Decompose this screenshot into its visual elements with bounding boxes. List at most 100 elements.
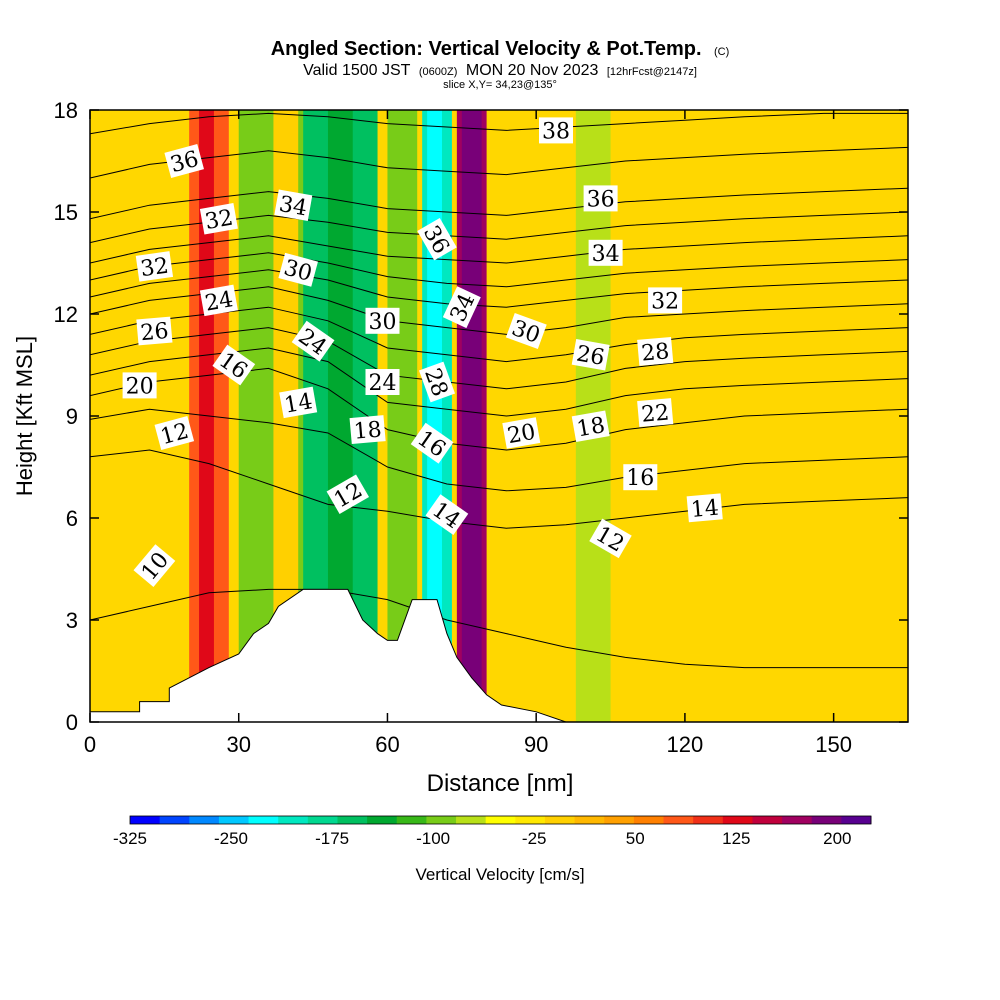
colorbar-swatch [456, 816, 487, 824]
x-tick-label: 120 [667, 732, 704, 757]
contour-label-27: 18 [571, 410, 610, 442]
contour-label-text: 34 [277, 192, 309, 221]
colorbar-swatch [130, 816, 161, 824]
colorbar-swatch [544, 816, 576, 824]
x-tick-label: 150 [815, 732, 852, 757]
contour-label-text: 34 [592, 242, 620, 267]
contour-label-1: 32 [199, 203, 238, 235]
contour-label-3: 24 [199, 284, 238, 317]
colorbar-swatch [307, 816, 338, 824]
velocity-band-5-0 [461, 110, 482, 722]
contour-label-28: 32 [648, 287, 683, 314]
y-tick-label: 15 [54, 200, 78, 225]
velocity-band-4-0 [427, 110, 442, 722]
contour-label-text: 28 [640, 339, 670, 366]
contour-label-22: 20 [502, 417, 541, 449]
contour-label-33: 14 [686, 493, 723, 523]
colorbar-swatch [752, 816, 783, 824]
contour-label-8: 34 [274, 189, 313, 221]
contour-label-text: 14 [690, 496, 720, 523]
contour-label-30: 22 [637, 398, 674, 428]
contour-label-text: 20 [126, 374, 154, 399]
theta-contour-28 [90, 252, 908, 288]
theta-contour-18 [90, 347, 908, 417]
contour-label-26: 26 [571, 339, 610, 371]
theta-contour-36 [90, 146, 908, 179]
colorbar-tick-label: -100 [416, 829, 450, 848]
theta-contour-12 [90, 449, 908, 529]
contour-label-14: 24 [365, 369, 400, 396]
plot-area: 3632322426162012343024141230241836342816… [90, 110, 908, 722]
contour-label-text: 26 [139, 319, 169, 346]
theta-contours [90, 112, 908, 669]
contour-label-31: 16 [623, 464, 658, 491]
y-tick-label: 6 [66, 506, 78, 531]
contour-label-text: 24 [369, 371, 397, 396]
theta-contour-16 [90, 367, 908, 451]
terrain [90, 588, 908, 722]
x-tick-label: 60 [375, 732, 399, 757]
chart-title: Angled Section: Vertical Velocity & Pot.… [271, 38, 730, 60]
contour-label-15: 18 [349, 415, 386, 445]
colorbar-label: Vertical Velocity [cm/s] [415, 865, 584, 884]
colorbar-swatch [574, 816, 605, 824]
colorbar-swatch [841, 816, 872, 824]
colorbar-tick-label: -250 [214, 829, 248, 848]
x-tick-label: 0 [84, 732, 96, 757]
contour-label-7: 12 [154, 416, 195, 450]
contour-label-text: 18 [575, 413, 607, 442]
colorbar-swatch [189, 816, 220, 824]
contour-label-11: 14 [279, 386, 318, 419]
colorbar-swatch [693, 816, 724, 824]
colorbar-swatch [218, 816, 250, 824]
contour-label-text: 20 [506, 420, 538, 449]
colorbar-swatch [604, 816, 635, 824]
x-tick-label: 30 [226, 732, 250, 757]
contour-label-text: 30 [369, 310, 397, 335]
y-tick-label: 3 [66, 608, 78, 633]
colorbar-swatch [515, 816, 546, 824]
colorbar-swatch [633, 816, 665, 824]
colorbar-tick-label: 50 [626, 829, 645, 848]
y-tick-label: 12 [54, 302, 78, 327]
colorbar-swatch [485, 816, 516, 824]
contour-label-text: 36 [587, 187, 615, 212]
theta-contour-20 [90, 327, 908, 390]
contour-label-23: 38 [539, 117, 573, 144]
contour-label-13: 30 [365, 307, 400, 335]
colorbar-swatch [337, 816, 368, 824]
colorbar-swatch [248, 816, 279, 824]
theta-contour-38 [90, 112, 908, 135]
contour-label-text: 32 [203, 206, 235, 235]
y-axis-label: Height [Kft MSL] [12, 336, 37, 496]
colorbar-swatch [278, 816, 309, 824]
contour-label-text: 26 [574, 342, 606, 371]
contour-label-text: 16 [626, 466, 654, 491]
colorbar-swatch [782, 816, 813, 824]
theta-contour-30 [90, 235, 908, 264]
colorbar-swatch [159, 816, 190, 824]
x-axis-label: Distance [nm] [427, 770, 574, 797]
colorbar: -325 -250 -175 -100 -25 50 125 200 [113, 815, 872, 848]
contour-label-2: 32 [135, 251, 174, 282]
y-tick-label: 18 [54, 98, 78, 123]
contour-label-text: 24 [203, 287, 235, 316]
slice-info: slice X,Y= 34,23@135° [443, 79, 557, 91]
contour-label-29: 28 [637, 336, 674, 367]
theta-contour-34 [90, 187, 908, 220]
colorbar-swatch [811, 816, 842, 824]
contour-label-text: 14 [283, 389, 315, 418]
contour-label-4: 26 [136, 316, 173, 346]
colorbar-swatch [663, 816, 694, 824]
colorbar-swatch [367, 816, 398, 824]
colorbar-tick-label: 125 [722, 829, 750, 848]
colorbar-tick-label: -325 [113, 829, 147, 848]
contour-label-text: 22 [640, 400, 670, 427]
colorbar-tick-label: 200 [823, 829, 851, 848]
colorbar-tick-label: -175 [315, 829, 349, 848]
contour-label-text: 32 [651, 289, 679, 314]
colorbar-tick-label: -25 [522, 829, 547, 848]
theta-contour-10 [90, 588, 908, 669]
